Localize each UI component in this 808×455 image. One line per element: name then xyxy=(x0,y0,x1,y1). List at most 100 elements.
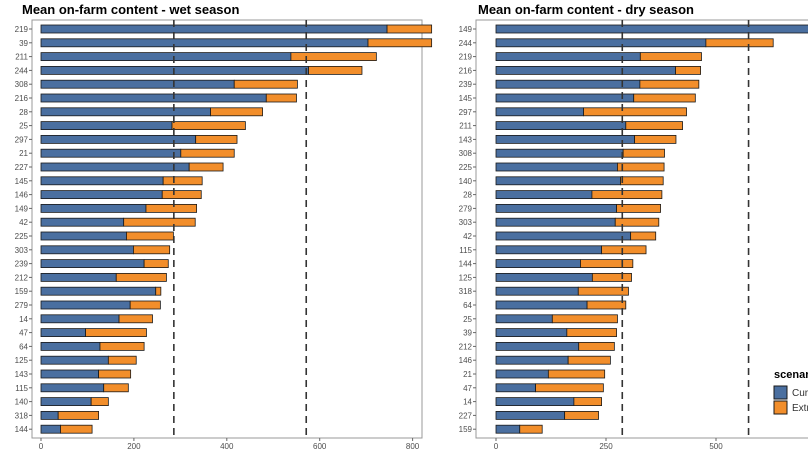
bar-extreme-47 xyxy=(535,383,604,393)
y-tick-label: 279 xyxy=(459,204,473,213)
x-tick-label: 800 xyxy=(406,442,420,451)
legend-swatch-extreme xyxy=(773,400,788,415)
bar-current-21 xyxy=(495,369,549,379)
y-tick-label: 140 xyxy=(459,177,473,186)
bar-current-145 xyxy=(40,176,164,186)
bar-extreme-14 xyxy=(573,397,603,407)
bar-extreme-125 xyxy=(107,355,137,365)
y-tick-label: 125 xyxy=(459,273,473,282)
y-tick-label: 159 xyxy=(15,287,29,296)
bar-extreme-227 xyxy=(564,410,599,420)
y-tick-label: 64 xyxy=(463,301,472,310)
bar-extreme-212 xyxy=(115,272,167,282)
y-tick-label: 145 xyxy=(15,177,29,186)
bar-current-146 xyxy=(40,190,163,200)
bar-extreme-219 xyxy=(639,52,702,61)
bar-extreme-159 xyxy=(519,424,543,434)
bar-extreme-244 xyxy=(308,66,363,75)
bar-current-42 xyxy=(495,231,632,241)
bar-current-146 xyxy=(495,355,569,365)
y-tick-label: 219 xyxy=(459,53,473,62)
bar-extreme-216 xyxy=(675,66,702,75)
bar-extreme-227 xyxy=(188,162,224,172)
y-tick-label: 140 xyxy=(15,398,29,407)
bar-current-244 xyxy=(495,38,707,48)
y-tick-label: 318 xyxy=(15,411,29,420)
bar-current-297 xyxy=(495,107,584,117)
bar-current-159 xyxy=(40,286,157,296)
bar-current-144 xyxy=(495,259,581,269)
bar-extreme-297 xyxy=(195,134,238,144)
legend-swatch-current xyxy=(773,385,788,400)
bar-extreme-115 xyxy=(103,383,129,393)
bar-extreme-149 xyxy=(145,203,198,213)
bar-current-47 xyxy=(40,328,86,338)
bar-current-219 xyxy=(495,52,641,61)
y-tick-label: 308 xyxy=(15,80,29,89)
y-tick-label: 39 xyxy=(19,39,28,48)
bar-extreme-25 xyxy=(551,314,618,324)
bar-extreme-303 xyxy=(133,245,171,255)
bar-current-14 xyxy=(40,314,120,324)
bar-extreme-39 xyxy=(566,328,617,338)
bar-current-303 xyxy=(40,245,134,255)
y-tick-label: 219 xyxy=(15,25,29,34)
y-tick-label: 125 xyxy=(15,356,29,365)
bar-extreme-21 xyxy=(180,148,235,158)
legend: scenario Current Extreme xyxy=(768,364,808,418)
y-tick-label: 303 xyxy=(15,246,29,255)
y-tick-label: 145 xyxy=(459,94,473,103)
legend-title: scenario xyxy=(774,369,808,381)
bar-extreme-143 xyxy=(634,134,677,144)
bar-current-308 xyxy=(495,148,624,158)
bar-current-143 xyxy=(495,134,636,144)
bar-current-318 xyxy=(40,410,59,420)
bar-extreme-14 xyxy=(118,314,153,324)
bar-current-212 xyxy=(495,341,580,351)
bar-extreme-219 xyxy=(386,24,433,34)
bar-extreme-212 xyxy=(578,341,615,351)
bar-current-227 xyxy=(40,162,190,172)
bar-current-25 xyxy=(495,314,553,324)
bar-current-64 xyxy=(495,300,588,310)
bar-extreme-225 xyxy=(126,231,174,241)
y-tick-label: 297 xyxy=(459,108,473,117)
bar-current-47 xyxy=(495,383,536,393)
y-tick-label: 146 xyxy=(459,356,473,365)
bar-current-227 xyxy=(495,410,566,420)
bar-extreme-47 xyxy=(85,328,147,338)
y-tick-label: 25 xyxy=(19,122,28,131)
y-tick-label: 42 xyxy=(463,232,472,241)
bar-current-125 xyxy=(40,355,109,365)
bar-current-279 xyxy=(40,300,131,310)
bar-extreme-239 xyxy=(143,259,169,269)
y-tick-label: 244 xyxy=(459,39,473,48)
plot-border xyxy=(475,19,808,439)
bar-current-64 xyxy=(40,341,101,351)
y-tick-label: 303 xyxy=(459,218,473,227)
bar-extreme-146 xyxy=(161,190,202,200)
y-tick-label: 28 xyxy=(19,108,28,117)
y-tick-label: 47 xyxy=(19,329,28,338)
bar-current-21 xyxy=(40,148,182,158)
bar-extreme-318 xyxy=(577,286,629,296)
wet-season-panel: 219 39 211 244 308 216 28 25 297 21 227 145 146 149 42… xyxy=(15,19,433,451)
y-tick-label: 14 xyxy=(463,398,472,407)
y-tick-label: 216 xyxy=(15,94,29,103)
y-tick-label: 239 xyxy=(15,260,29,269)
bar-current-303 xyxy=(495,217,616,227)
y-tick-label: 239 xyxy=(459,80,473,89)
y-tick-label: 21 xyxy=(463,370,472,379)
y-tick-label: 212 xyxy=(459,342,473,351)
bar-current-225 xyxy=(40,231,127,241)
bar-extreme-303 xyxy=(614,217,660,227)
bar-extreme-297 xyxy=(583,107,687,117)
bar-extreme-239 xyxy=(639,79,700,89)
bar-current-216 xyxy=(495,66,676,75)
y-tick-label: 143 xyxy=(15,370,29,379)
bar-current-159 xyxy=(495,424,521,434)
bar-current-239 xyxy=(495,79,641,89)
right-chart-title: Mean on-farm content - dry season xyxy=(478,2,694,17)
bar-current-279 xyxy=(495,203,617,213)
